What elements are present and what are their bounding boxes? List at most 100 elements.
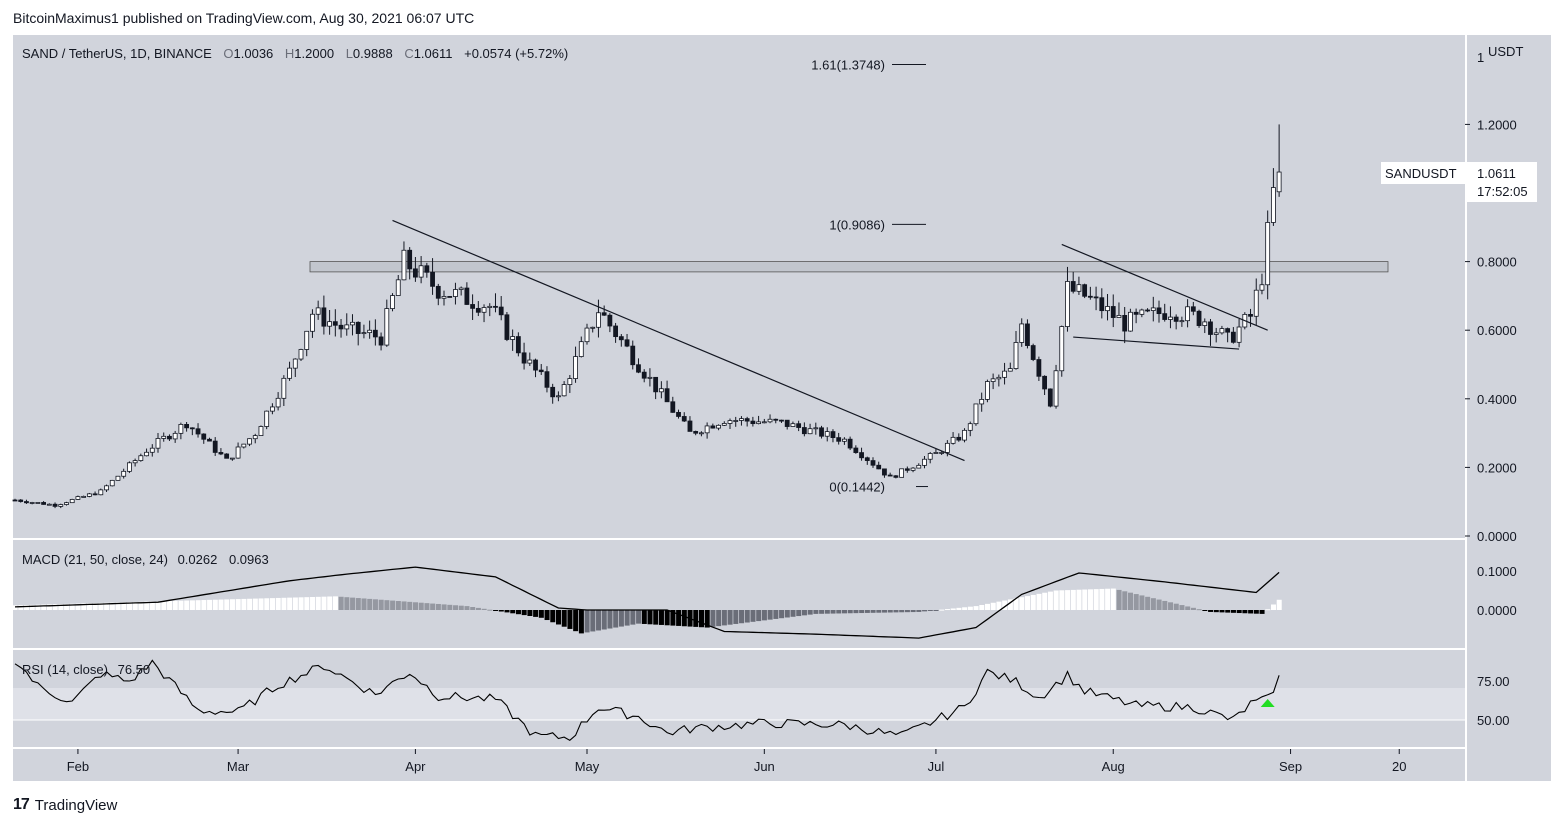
macd-histogram-bar	[338, 596, 344, 610]
candle-up	[721, 423, 727, 426]
macd-histogram-bar	[733, 610, 739, 624]
macd-histogram-bar	[332, 596, 338, 610]
macd-histogram-bar	[927, 610, 933, 611]
macd-histogram-bar	[1065, 590, 1071, 610]
candle-down	[956, 436, 962, 441]
candle-up	[121, 470, 127, 477]
macd-histogram-bar	[247, 598, 253, 610]
macd-histogram-bar	[641, 610, 647, 624]
macd-histogram-bar	[24, 604, 30, 610]
candle-down	[52, 503, 58, 507]
macd-histogram-bar	[979, 604, 985, 610]
macd-histogram-bar	[1179, 605, 1185, 610]
macd-histogram-bar	[830, 610, 836, 614]
candle-down	[1208, 321, 1213, 335]
trendline-wedge-upper	[1061, 243, 1268, 331]
legend-high: 1.2000	[294, 46, 334, 61]
candle-down	[1156, 307, 1162, 315]
candle-up	[304, 330, 310, 350]
candle-up	[75, 496, 81, 500]
candle-up	[910, 467, 916, 471]
macd-histogram-bar	[52, 604, 58, 610]
macd-histogram-bar	[756, 610, 762, 622]
macd-histogram-bar	[882, 610, 888, 613]
candle-down	[1248, 313, 1253, 317]
candle-down	[624, 339, 630, 347]
fib-level-label: 1.61(1.3748)	[811, 57, 885, 72]
macd-histogram-bar	[1276, 599, 1282, 610]
macd-histogram-bar	[1076, 589, 1082, 610]
macd-histogram-bar	[750, 610, 756, 622]
macd-histogram-bar	[670, 610, 676, 626]
macd-histogram-bar	[1173, 603, 1179, 610]
candle-down	[498, 306, 504, 316]
candle-down	[1145, 309, 1150, 312]
macd-histogram-bar	[18, 605, 24, 610]
macd-histogram-bar	[1019, 597, 1025, 610]
candle-down	[515, 336, 521, 354]
candle-up	[573, 356, 578, 379]
macd-histogram-bar	[1190, 607, 1196, 610]
macd-histogram-bar	[35, 604, 41, 610]
rsi-signal-arrow-icon	[1260, 699, 1275, 707]
macd-histogram-bar	[184, 600, 190, 610]
macd-histogram-bar	[1168, 602, 1174, 610]
candle-up	[287, 367, 292, 379]
macd-histogram-bar	[1139, 595, 1145, 610]
candle-down	[750, 420, 756, 425]
candle-up	[716, 424, 721, 429]
macd-histogram-bar	[676, 610, 682, 626]
macd-histogram-bar	[1150, 598, 1156, 610]
macd-histogram-bar	[327, 596, 333, 610]
candle-up	[35, 502, 41, 504]
macd-histogram-bar	[69, 603, 75, 610]
macd-histogram-bar	[504, 610, 510, 613]
candle-up	[269, 406, 275, 412]
macd-histogram-bar	[607, 610, 613, 629]
macd-histogram-bar	[515, 610, 521, 615]
macd-histogram-bar	[653, 610, 659, 625]
candle-up	[81, 495, 87, 498]
macd-histogram-bar	[189, 600, 195, 610]
candle-up	[944, 442, 950, 453]
macd-histogram-bar	[544, 610, 550, 621]
candle-down	[904, 468, 910, 471]
candle-down	[550, 386, 556, 398]
macd-histogram-bar	[596, 610, 602, 631]
macd-histogram-bar	[1002, 600, 1008, 610]
candle-up	[527, 359, 533, 364]
macd-histogram-bar	[807, 610, 813, 615]
macd-histogram-bar	[699, 610, 704, 628]
candle-down	[372, 329, 378, 338]
price-axis-label: 0.2000	[1477, 460, 1517, 475]
macd-value-1: 0.0262	[178, 552, 218, 567]
macd-histogram-bar	[401, 601, 407, 610]
macd-histogram-bar	[527, 610, 533, 616]
macd-histogram-bar	[195, 600, 201, 610]
legend-low: 0.9888	[353, 46, 393, 61]
macd-histogram-bar	[155, 601, 161, 610]
price-axis[interactable]	[1467, 35, 1551, 781]
candle-up	[247, 438, 252, 445]
macd-histogram-bar	[178, 600, 184, 610]
candle-up	[487, 305, 493, 308]
candle-down	[864, 457, 870, 461]
publish-header: BitcoinMaximus1 published on TradingView…	[13, 10, 475, 26]
candle-up	[962, 429, 967, 441]
candle-up	[1128, 311, 1133, 332]
time-axis[interactable]	[13, 749, 1465, 781]
macd-histogram-bar	[453, 605, 459, 610]
candle-up	[756, 421, 761, 425]
candle-down	[504, 314, 510, 340]
macd-histogram-bar	[1225, 610, 1231, 613]
candle-down	[493, 305, 498, 308]
candle-up	[584, 327, 590, 343]
macd-histogram-bar	[618, 610, 624, 627]
macd-histogram-bar	[819, 610, 825, 614]
candle-down	[207, 438, 212, 442]
macd-histogram-bar	[418, 602, 424, 610]
macd-histogram-bar	[1116, 589, 1122, 610]
candle-down	[853, 447, 859, 453]
tradingview-footer[interactable]: 17 TradingView	[13, 796, 117, 814]
